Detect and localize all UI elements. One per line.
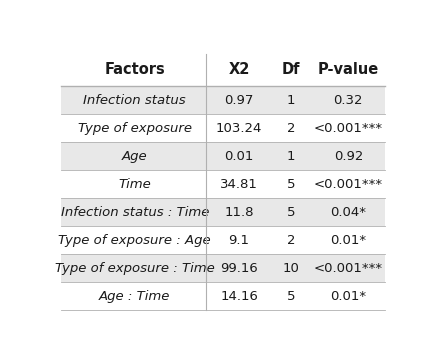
Text: Type of exposure : Time: Type of exposure : Time: [55, 262, 214, 275]
Text: 5: 5: [286, 178, 295, 191]
Text: P-value: P-value: [317, 62, 378, 77]
Text: 0.04*: 0.04*: [329, 206, 365, 219]
Text: Df: Df: [281, 62, 299, 77]
Bar: [61, 226, 384, 255]
Text: Infection status: Infection status: [83, 94, 186, 107]
Text: 34.81: 34.81: [220, 178, 257, 191]
Text: 1: 1: [286, 150, 295, 163]
Text: <0.001***: <0.001***: [313, 262, 382, 275]
Text: 0.92: 0.92: [333, 150, 362, 163]
Bar: [61, 170, 384, 198]
Bar: [61, 198, 384, 226]
Text: 9.1: 9.1: [228, 234, 249, 247]
Text: Factors: Factors: [104, 62, 165, 77]
Bar: [61, 255, 384, 283]
Text: 5: 5: [286, 206, 295, 219]
Text: Type of exposure : Age: Type of exposure : Age: [58, 234, 210, 247]
Bar: [61, 142, 384, 170]
Bar: [61, 114, 384, 142]
Text: Time: Time: [118, 178, 151, 191]
Text: 0.97: 0.97: [224, 94, 253, 107]
Text: 2: 2: [286, 234, 295, 247]
Text: Age : Time: Age : Time: [99, 290, 170, 303]
Text: 5: 5: [286, 290, 295, 303]
Text: 0.32: 0.32: [333, 94, 362, 107]
Text: 1: 1: [286, 94, 295, 107]
Text: <0.001***: <0.001***: [313, 178, 382, 191]
Text: Age: Age: [122, 150, 147, 163]
Bar: [61, 283, 384, 311]
Text: 10: 10: [282, 262, 299, 275]
Text: 2: 2: [286, 122, 295, 135]
Text: 0.01*: 0.01*: [329, 234, 365, 247]
Text: 0.01*: 0.01*: [329, 290, 365, 303]
Text: 99.16: 99.16: [220, 262, 257, 275]
Text: 14.16: 14.16: [220, 290, 257, 303]
Bar: [61, 54, 384, 86]
Bar: [61, 86, 384, 114]
Text: Type of exposure: Type of exposure: [78, 122, 191, 135]
Text: <0.001***: <0.001***: [313, 122, 382, 135]
Text: 0.01: 0.01: [224, 150, 253, 163]
Text: 11.8: 11.8: [224, 206, 253, 219]
Text: Infection status : Time: Infection status : Time: [60, 206, 208, 219]
Text: X2: X2: [228, 62, 249, 77]
Text: 103.24: 103.24: [215, 122, 262, 135]
